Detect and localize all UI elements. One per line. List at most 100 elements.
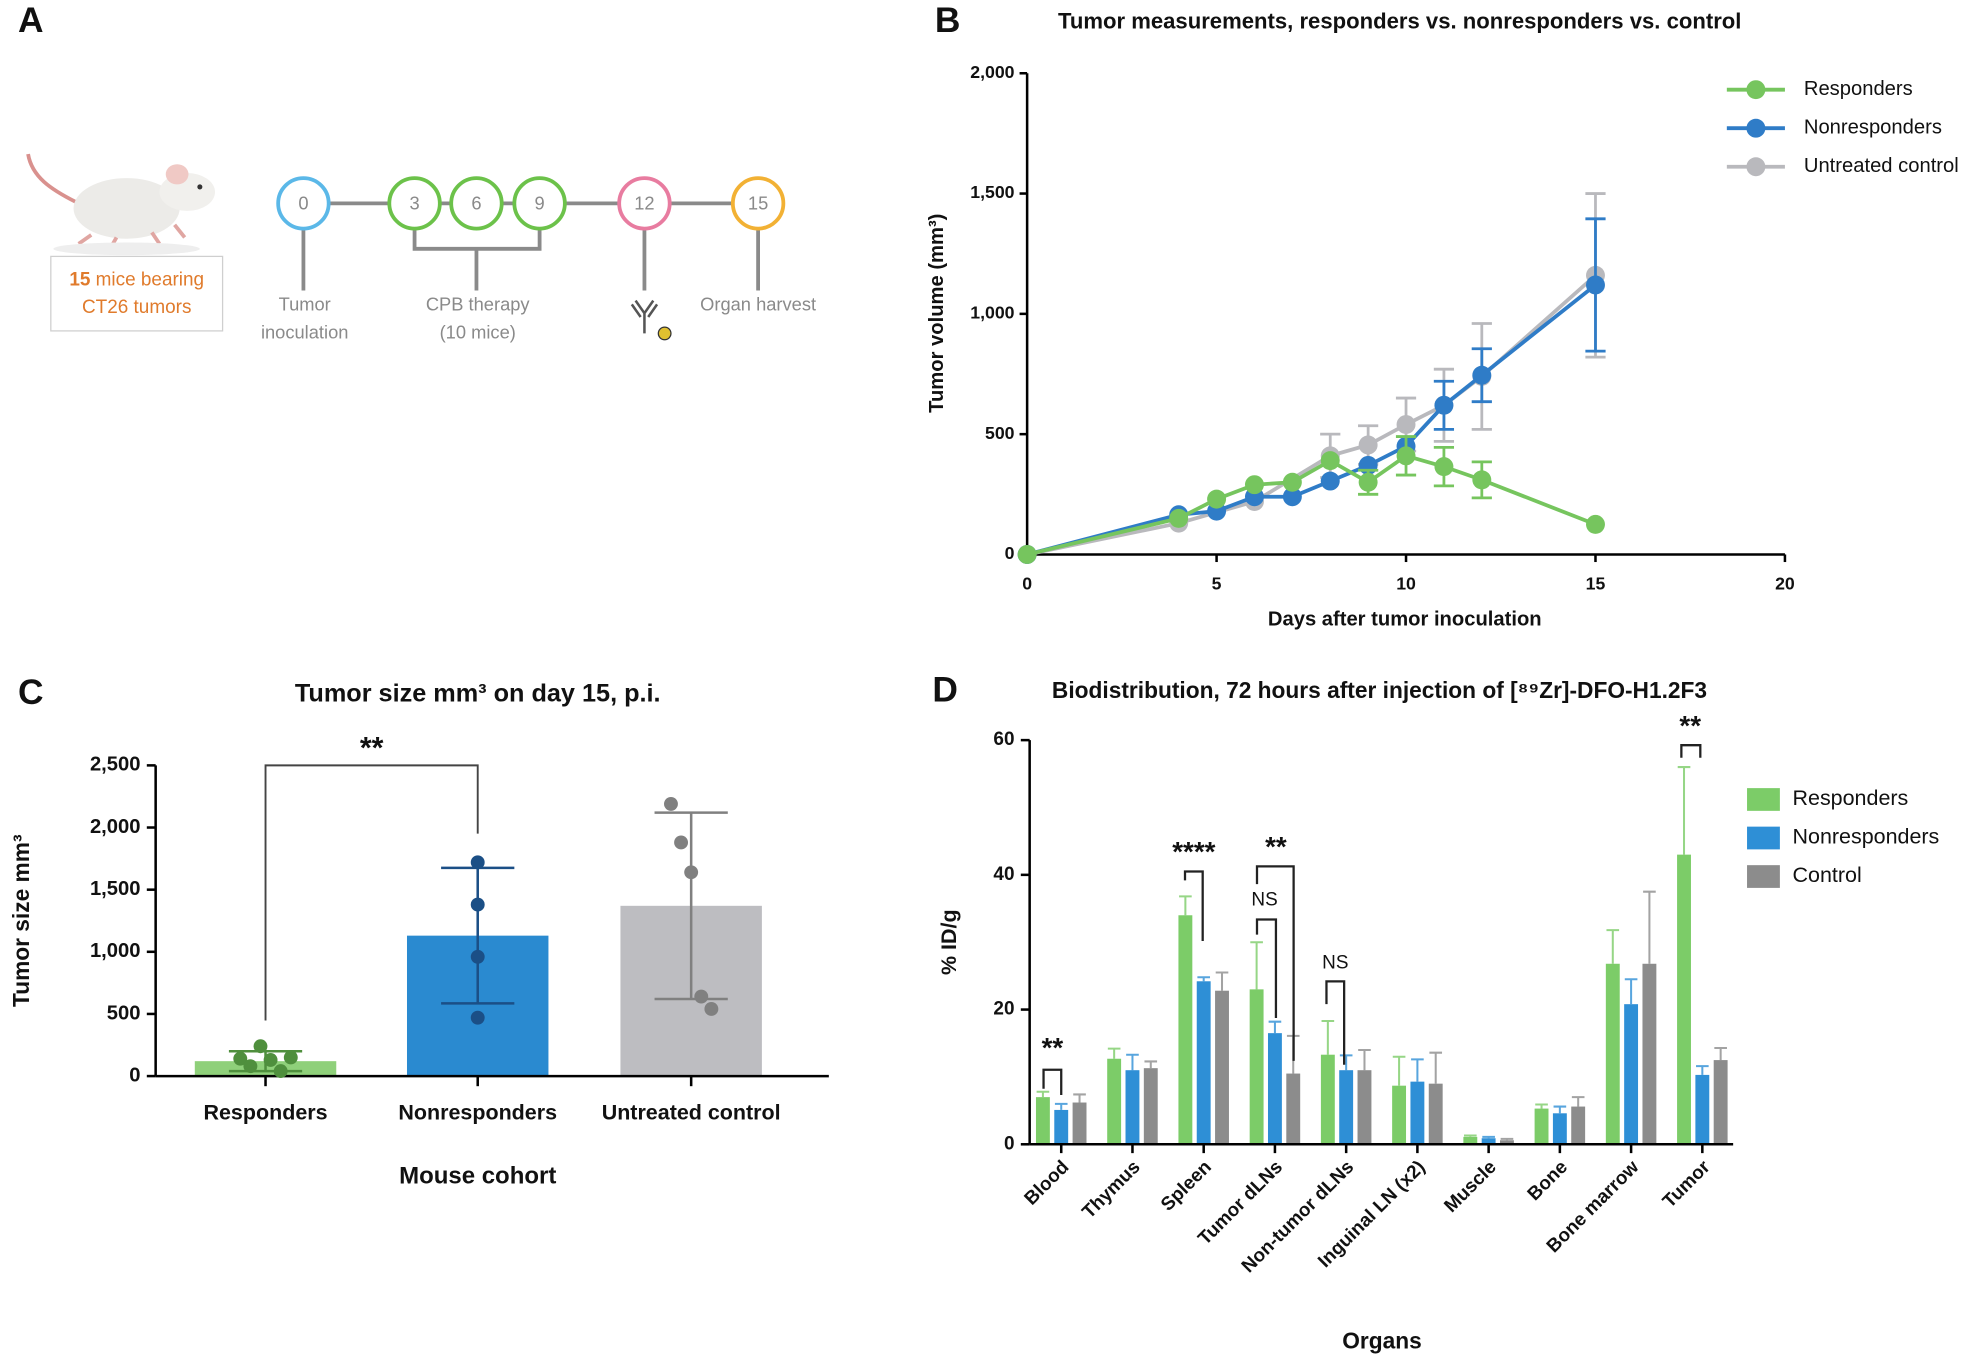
bar <box>1125 1070 1140 1145</box>
data-point <box>1282 472 1302 492</box>
x-tick-label: 15 <box>1586 573 1606 593</box>
significance-bracket <box>1255 918 1278 1018</box>
data-point <box>470 897 485 912</box>
bar <box>1571 1106 1586 1145</box>
legend-label: Nonresponders <box>1804 117 1942 139</box>
bar <box>1605 963 1620 1145</box>
error-bar <box>1144 1060 1158 1069</box>
x-tick-label: Nonresponders <box>398 1101 557 1125</box>
error-bar <box>1107 1047 1121 1059</box>
bar <box>1695 1074 1710 1145</box>
bar <box>1410 1081 1425 1145</box>
x-tick-label: Thymus <box>1078 1157 1144 1223</box>
panel-label: B <box>935 1 961 40</box>
error-bar <box>1464 1134 1477 1137</box>
error-bar <box>1571 1096 1585 1107</box>
mice-count: 15 <box>69 269 90 290</box>
x-tick-label: 10 <box>1396 573 1416 593</box>
data-point <box>470 949 485 964</box>
y-tick-label: 1,500 <box>970 182 1014 202</box>
x-tick-label: Bone <box>1524 1157 1572 1205</box>
error-bar <box>1392 1055 1406 1086</box>
x-axis-label: Organs <box>1342 1328 1422 1354</box>
legend-label: Nonresponders <box>1793 825 1940 849</box>
legend-marker <box>1746 157 1766 177</box>
bar <box>1035 1097 1050 1145</box>
error-bar <box>1036 1090 1050 1098</box>
y-tick-label: 60 <box>993 729 1014 750</box>
data-point <box>263 1052 278 1067</box>
data-point <box>684 865 699 880</box>
error-bar <box>1358 1048 1371 1071</box>
x-tick-label: 5 <box>1212 573 1222 593</box>
bar <box>1552 1113 1567 1145</box>
significance-bracket <box>264 764 479 1021</box>
bar <box>1320 1054 1335 1145</box>
y-tick-label: 1,000 <box>90 940 141 962</box>
y-tick-label: 0 <box>1005 543 1015 563</box>
x-tick-label: 20 <box>1775 573 1795 593</box>
bar <box>1178 915 1193 1145</box>
significance-label: ** <box>360 732 384 765</box>
bar <box>1215 990 1229 1145</box>
error-bar <box>1624 978 1638 1005</box>
error-bar <box>1179 895 1192 916</box>
error-bar <box>1073 1093 1086 1103</box>
timeline-node <box>512 176 567 231</box>
data-point <box>1434 395 1454 415</box>
error-bar <box>1429 1051 1443 1084</box>
y-tick-label: 2,000 <box>90 816 141 838</box>
data-point <box>1586 514 1605 534</box>
y-tick-label: 1,000 <box>970 303 1014 323</box>
series-line <box>1026 273 1597 557</box>
error-bar <box>1535 1103 1548 1109</box>
legend-label: Untreated control <box>1804 155 1959 177</box>
data-point <box>1586 275 1605 295</box>
error-bar <box>1714 1046 1727 1061</box>
data-point <box>704 1002 719 1016</box>
data-point <box>1017 544 1037 564</box>
y-axis-label: % ID/g <box>937 909 961 975</box>
x-tick-label: Tumor <box>1659 1156 1715 1212</box>
legend-swatch <box>1747 826 1780 850</box>
timeline-node <box>617 176 672 231</box>
series-line <box>1026 283 1597 557</box>
antibody-icon <box>630 299 672 341</box>
panel-label: C <box>18 673 44 712</box>
mice-text: mice bearing <box>96 269 204 290</box>
bar <box>1463 1136 1478 1145</box>
bar <box>1054 1109 1069 1145</box>
y-tick-label: 40 <box>993 864 1014 885</box>
bar <box>1072 1102 1087 1145</box>
y-tick-label: 500 <box>107 1002 141 1024</box>
legend-swatch <box>1747 788 1780 811</box>
legend-swatch <box>1747 865 1780 888</box>
timeline-node-label: 0 <box>298 192 308 213</box>
data-point <box>1358 435 1378 455</box>
significance-bracket <box>1325 980 1346 1065</box>
data-point <box>470 855 485 870</box>
error-bar <box>1054 1102 1068 1110</box>
error-bar <box>1553 1105 1567 1114</box>
bar <box>1286 1073 1301 1145</box>
error-bar <box>1643 890 1656 964</box>
timeline-node-label: 12 <box>634 192 654 213</box>
bar <box>1642 963 1657 1145</box>
data-point <box>253 1039 268 1054</box>
bar <box>1107 1058 1122 1145</box>
timeline-node <box>387 176 442 231</box>
timeline-caption: (10 mice) <box>440 321 516 342</box>
data-point <box>1396 415 1416 435</box>
bar <box>1713 1060 1728 1145</box>
bar <box>1677 854 1691 1145</box>
data-point <box>1472 470 1492 490</box>
chart-title: Tumor size mm³ on day 15, p.i. <box>295 679 661 707</box>
y-tick-label: 500 <box>985 423 1015 443</box>
mice-box <box>50 255 224 332</box>
data-point <box>664 796 678 811</box>
bar <box>1196 981 1211 1145</box>
bar <box>1143 1068 1158 1145</box>
bar <box>1428 1083 1443 1145</box>
significance-bracket <box>1042 1068 1063 1096</box>
panel-label: D <box>932 670 958 709</box>
